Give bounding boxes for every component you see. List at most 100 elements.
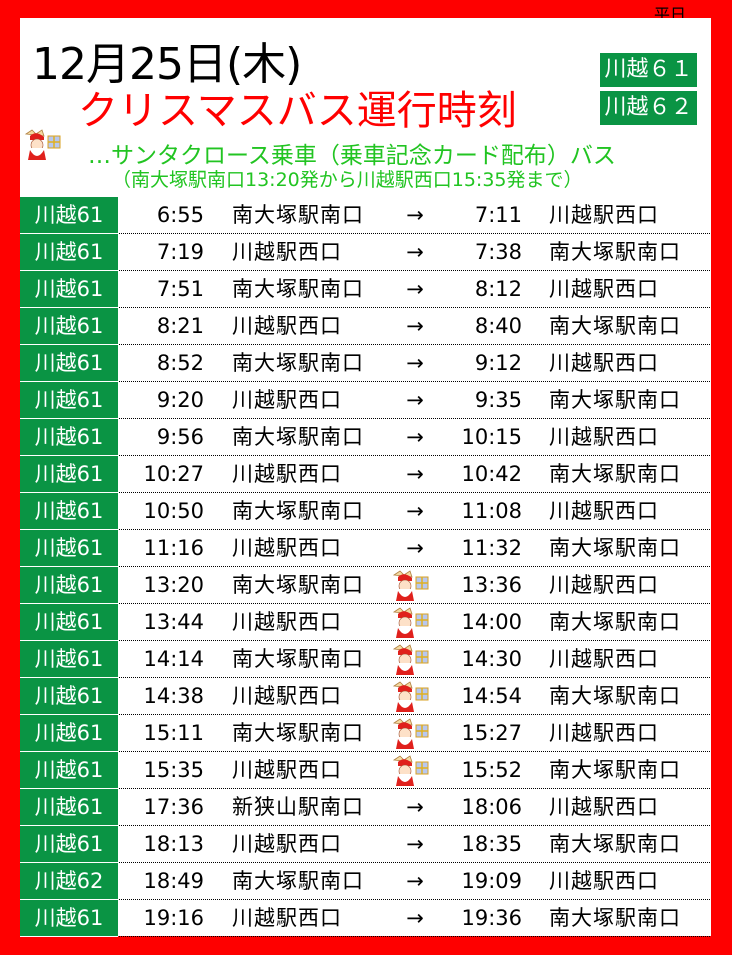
destination-stop: 川越駅西口 [549,425,659,449]
origin-stop: 南大塚駅南口 [232,869,364,893]
origin-stop: 川越駅西口 [232,314,342,338]
table-row: 川越61 15:11 南大塚駅南口 15:27 川越駅西口 [20,715,710,752]
origin-stop: 南大塚駅南口 [232,351,364,375]
route-badge-62: 川越６２ [600,91,697,125]
route-cell: 川越61 [20,678,118,715]
departure-time: 11:16 [143,536,204,560]
destination-stop: 南大塚駅南口 [549,388,681,412]
arrival-time: 10:42 [461,462,522,486]
table-row: 川越61 17:36 新狭山駅南口 → 18:06 川越駅西口 [20,789,710,826]
destination-stop: 南大塚駅南口 [549,610,681,634]
route-cell: 川越61 [20,197,118,234]
table-row: 川越61 7:51 南大塚駅南口 → 8:12 川越駅西口 [20,271,710,308]
route-badge-61: 川越６１ [600,53,697,87]
arrival-time: 13:36 [461,573,522,597]
table-row: 川越61 10:27 川越駅西口 → 10:42 南大塚駅南口 [20,456,710,493]
destination-stop: 川越駅西口 [549,795,659,819]
table-row: 川越62 18:49 南大塚駅南口 → 19:09 川越駅西口 [20,863,710,900]
route-cell: 川越61 [20,826,118,863]
table-row: 川越61 8:52 南大塚駅南口 → 9:12 川越駅西口 [20,345,710,382]
table-row: 川越61 15:35 川越駅西口 15:52 南大塚駅南口 [20,752,710,789]
departure-time: 10:27 [143,462,204,486]
route-cell: 川越61 [20,271,118,308]
santa-bus-note: …サンタクロース乗車（乗車記念カード配布）バス [88,143,616,169]
arrival-time: 7:11 [474,203,522,227]
destination-stop: 川越駅西口 [549,573,659,597]
departure-time: 9:56 [156,425,204,449]
destination-stop: 南大塚駅南口 [549,758,681,782]
table-row: 川越61 7:19 川越駅西口 → 7:38 南大塚駅南口 [20,234,710,271]
santa-icon [392,607,429,638]
origin-stop: 川越駅西口 [232,684,342,708]
origin-stop: 川越駅西口 [232,536,342,560]
destination-stop: 南大塚駅南口 [549,536,681,560]
arrival-time: 7:38 [474,240,522,264]
origin-stop: 南大塚駅南口 [232,277,364,301]
destination-stop: 川越駅西口 [549,277,659,301]
route-cell: 川越61 [20,234,118,271]
origin-stop: 川越駅西口 [232,832,342,856]
arrow-icon: → [406,425,424,449]
arrival-time: 15:27 [461,721,522,745]
departure-time: 10:50 [143,499,204,523]
destination-stop: 川越駅西口 [549,647,659,671]
table-row: 川越61 18:13 川越駅西口 → 18:35 南大塚駅南口 [20,826,710,863]
departure-time: 15:35 [143,758,204,782]
santa-icon [24,129,61,160]
route-cell: 川越61 [20,604,118,641]
arrow-icon: → [406,832,424,856]
departure-time: 14:38 [143,684,204,708]
destination-stop: 南大塚駅南口 [549,240,681,264]
arrival-time: 18:35 [461,832,522,856]
arrival-time: 14:54 [461,684,522,708]
santa-icon [392,681,429,712]
origin-stop: 南大塚駅南口 [232,721,364,745]
origin-stop: 南大塚駅南口 [232,499,364,523]
origin-stop: 南大塚駅南口 [232,573,364,597]
departure-time: 14:14 [143,647,204,671]
origin-stop: 川越駅西口 [232,462,342,486]
arrival-time: 14:30 [461,647,522,671]
departure-time: 6:55 [156,203,204,227]
destination-stop: 南大塚駅南口 [549,462,681,486]
departure-time: 13:44 [143,610,204,634]
table-row: 川越61 8:21 川越駅西口 → 8:40 南大塚駅南口 [20,308,710,345]
destination-stop: 川越駅西口 [549,869,659,893]
route-cell: 川越61 [20,752,118,789]
departure-time: 7:51 [156,277,204,301]
timetable: 川越61 6:55 南大塚駅南口 → 7:11 川越駅西口 川越61 7:19 川… [20,197,710,937]
destination-stop: 川越駅西口 [549,203,659,227]
table-row: 川越61 9:56 南大塚駅南口 → 10:15 川越駅西口 [20,419,710,456]
santa-bus-period: （南大塚駅南口13:20発から川越駅西口15:35発まで） [112,169,583,191]
route-cell: 川越61 [20,419,118,456]
destination-stop: 川越駅西口 [549,721,659,745]
table-row: 川越61 10:50 南大塚駅南口 → 11:08 川越駅西口 [20,493,710,530]
arrival-time: 9:35 [474,388,522,412]
origin-stop: 南大塚駅南口 [232,203,364,227]
arrow-icon: → [406,906,424,930]
santa-icon [392,755,429,786]
arrival-time: 8:40 [474,314,522,338]
route-cell: 川越62 [20,863,118,900]
destination-stop: 南大塚駅南口 [549,832,681,856]
arrival-time: 8:12 [474,277,522,301]
arrival-time: 9:12 [474,351,522,375]
table-row: 川越61 11:16 川越駅西口 → 11:32 南大塚駅南口 [20,530,710,567]
departure-time: 8:52 [156,351,204,375]
departure-time: 7:19 [156,240,204,264]
route-cell: 川越61 [20,530,118,567]
origin-stop: 新狭山駅南口 [232,795,364,819]
destination-stop: 南大塚駅南口 [549,314,681,338]
departure-time: 9:20 [156,388,204,412]
departure-time: 8:21 [156,314,204,338]
arrival-time: 19:36 [461,906,522,930]
origin-stop: 南大塚駅南口 [232,647,364,671]
route-cell: 川越61 [20,789,118,826]
page-title: クリスマスバス運行時刻 [78,88,517,134]
departure-time: 18:49 [143,869,204,893]
table-row: 川越61 9:20 川越駅西口 → 9:35 南大塚駅南口 [20,382,710,419]
route-cell: 川越61 [20,456,118,493]
arrival-time: 11:32 [461,536,522,560]
departure-time: 15:11 [143,721,204,745]
arrow-icon: → [406,462,424,486]
